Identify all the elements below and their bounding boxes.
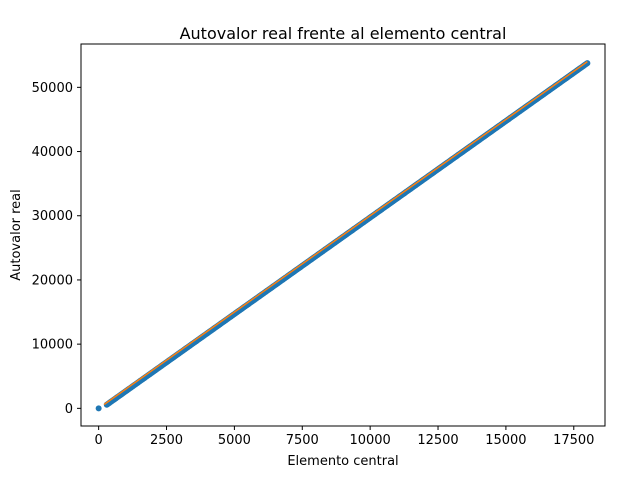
y-tick-label: 50000 [32, 81, 73, 96]
y-axis-label: Autovalor real [9, 189, 24, 281]
y-tick-label: 40000 [32, 145, 73, 160]
plot-frame [80, 43, 606, 427]
y-tick-label: 30000 [32, 209, 73, 224]
x-tick-label: 5000 [218, 433, 251, 448]
data-point [95, 405, 102, 412]
y-axis: 0 10000 20000 30000 40000 50000 [32, 81, 81, 417]
x-tick-label: 0 [95, 433, 103, 448]
data-point [584, 60, 591, 67]
x-tick-label: 2500 [150, 433, 183, 448]
x-tick-label: 7500 [286, 433, 319, 448]
x-tick-label: 12500 [417, 433, 458, 448]
x-axis: 0 2500 5000 7500 10000 12500 15000 17500 [95, 426, 594, 448]
chart-title: Autovalor real frente al elemento centra… [180, 24, 507, 43]
x-tick-label: 15000 [485, 433, 526, 448]
x-axis-label: Elemento central [287, 454, 398, 469]
x-tick-label: 17500 [553, 433, 594, 448]
y-tick-label: 0 [65, 402, 73, 417]
x-tick-label: 10000 [349, 433, 390, 448]
plot-area [95, 60, 591, 412]
series-line [103, 61, 588, 406]
y-tick-label: 10000 [32, 338, 73, 353]
y-tick-label: 20000 [32, 273, 73, 288]
